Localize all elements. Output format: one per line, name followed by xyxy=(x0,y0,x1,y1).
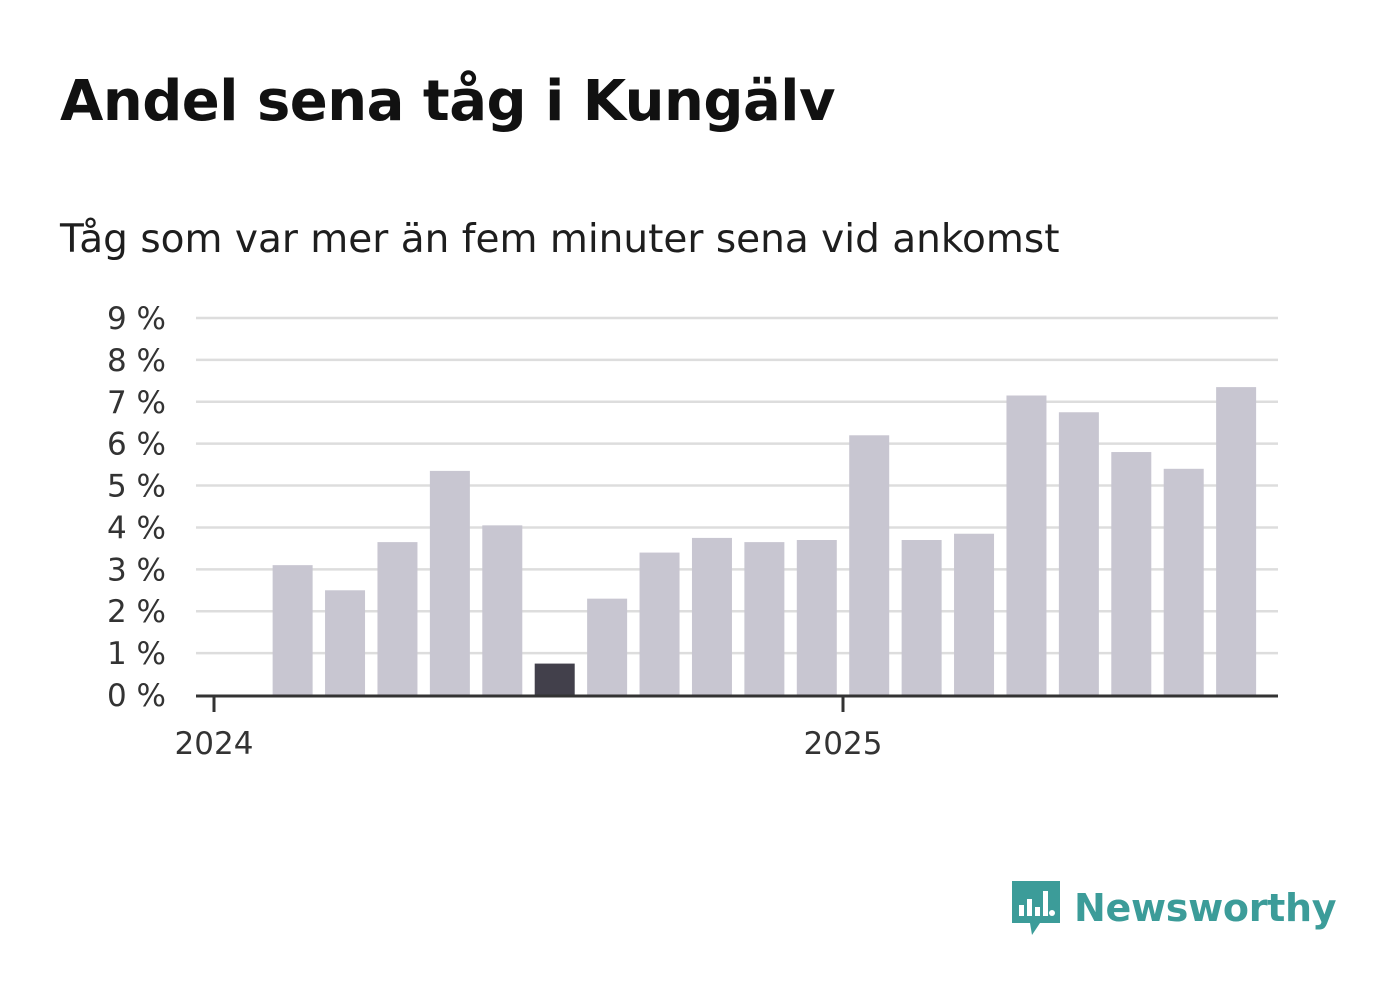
y-tick-label: 5 % xyxy=(107,469,166,505)
y-tick-label: 1 % xyxy=(107,636,166,672)
bar-2024-09 xyxy=(639,552,680,695)
brand-name: Newsworthy xyxy=(1074,886,1337,930)
x-tick-label: 2025 xyxy=(804,726,883,762)
y-tick-label: 0 % xyxy=(107,678,166,714)
y-tick-label: 7 % xyxy=(107,385,166,421)
bar-2024-11 xyxy=(744,542,785,695)
y-tick-label: 3 % xyxy=(107,552,166,588)
bar-2025-07 xyxy=(1163,468,1204,695)
x-axis-ticks: 2024 2025 xyxy=(175,695,883,762)
bar-2024-05 xyxy=(429,470,470,695)
bar-2024-10 xyxy=(691,537,732,695)
bar-2025-02 xyxy=(901,540,942,695)
bar-2024-02 xyxy=(272,565,313,695)
x-tick-label: 2024 xyxy=(175,726,254,762)
bar-2025-08 xyxy=(1216,387,1257,695)
chart-subtitle: Tåg som var mer än fem minuter sena vid … xyxy=(60,217,1060,262)
brand-logo: Newsworthy xyxy=(1010,876,1337,940)
newsworthy-logo-icon xyxy=(1012,881,1060,935)
chart-title: Andel sena tåg i Kungälv xyxy=(60,69,835,134)
bar-2024-06 xyxy=(482,525,523,695)
y-tick-label: 9 % xyxy=(107,301,166,337)
y-tick-label: 8 % xyxy=(107,343,166,379)
bar-2025-06 xyxy=(1111,452,1152,695)
bar-chart: 0 % 1 % 2 % 3 % 4 % 5 % 6 % 7 % 8 % 9 % 2024 2025 xyxy=(107,301,1278,762)
bars xyxy=(272,387,1257,695)
bar-2025-05 xyxy=(1058,412,1099,695)
bar-2025-01 xyxy=(849,435,890,695)
y-tick-label: 6 % xyxy=(107,427,166,463)
bar-2024-12 xyxy=(796,540,837,695)
bar-2025-03 xyxy=(954,533,995,695)
y-tick-label: 4 % xyxy=(107,510,166,546)
bar-2024-07 xyxy=(534,663,575,695)
bar-2025-04 xyxy=(1006,395,1047,695)
y-axis-ticks: 0 % 1 % 2 % 3 % 4 % 5 % 6 % 7 % 8 % 9 % xyxy=(107,301,166,714)
bar-2024-04 xyxy=(377,542,418,695)
y-tick-label: 2 % xyxy=(107,594,166,630)
bar-2024-03 xyxy=(325,590,366,695)
bar-2024-08 xyxy=(587,598,628,695)
